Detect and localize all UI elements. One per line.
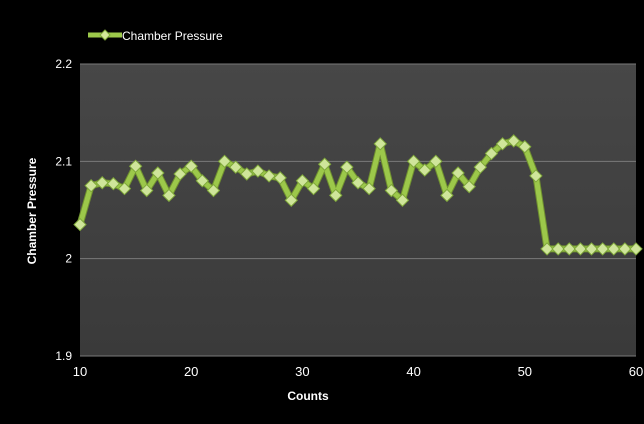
data-point-marker — [418, 163, 432, 177]
legend-label: Chamber Pressure — [122, 29, 223, 43]
data-point-marker — [195, 174, 210, 188]
data-point-marker — [529, 169, 543, 183]
data-point-marker — [518, 140, 532, 154]
plot-area — [80, 64, 636, 356]
data-point-marker — [395, 193, 410, 207]
data-point-marker — [317, 157, 332, 171]
grid-layer — [80, 63, 636, 357]
y-tick-label: 1.9 — [55, 349, 72, 363]
data-point-marker — [206, 183, 221, 198]
data-point-marker — [184, 159, 198, 173]
axis-layer: 1.9 2 2.1 2.2 10 20 30 40 50 60 — [55, 57, 643, 379]
x-tick-label: 60 — [629, 364, 643, 379]
data-point-marker — [217, 154, 232, 169]
data-point-marker — [228, 160, 243, 174]
data-point-marker — [440, 188, 454, 203]
data-point-marker — [406, 154, 421, 169]
x-tick-label: 20 — [184, 364, 198, 379]
data-point-marker — [429, 154, 443, 169]
y-tick-label: 2.2 — [55, 57, 72, 71]
data-point-marker — [128, 159, 143, 173]
data-point-marker — [140, 183, 154, 198]
x-axis-title: Counts — [287, 389, 329, 403]
data-point-marker — [117, 181, 132, 196]
y-axis-title: Chamber Pressure — [25, 157, 39, 264]
data-point-marker — [173, 167, 187, 181]
x-tick-label: 10 — [73, 364, 87, 379]
data-point-marker — [584, 242, 599, 256]
data-point-marker — [251, 164, 265, 178]
data-point-marker — [340, 160, 354, 174]
data-point-marker — [573, 242, 588, 256]
data-point-marker — [562, 242, 576, 256]
x-tick-label: 30 — [295, 364, 309, 379]
data-point-marker — [306, 181, 321, 196]
data-point-marker — [329, 188, 343, 203]
y-tick-label: 2 — [65, 252, 72, 266]
data-point-marker — [95, 176, 109, 190]
data-point-marker — [362, 181, 376, 196]
data-point-marker — [373, 137, 387, 151]
data-point-marker — [162, 188, 176, 203]
data-point-marker — [73, 217, 87, 232]
data-point-marker — [607, 242, 621, 256]
data-point-marker — [384, 183, 399, 198]
data-point-marker — [595, 242, 610, 256]
data-point-marker — [295, 174, 310, 188]
data-point-marker — [506, 134, 521, 148]
data-point-marker — [495, 137, 510, 151]
data-point-marker — [462, 179, 476, 194]
data-point-marker — [84, 178, 98, 193]
legend: Chamber Pressure — [88, 29, 223, 43]
x-tick-label: 50 — [518, 364, 532, 379]
data-point-marker — [473, 160, 488, 174]
x-tick-label: 40 — [406, 364, 420, 379]
data-point-marker — [540, 242, 554, 256]
data-point-marker — [451, 166, 465, 180]
series-layer — [73, 134, 643, 256]
data-point-marker — [618, 242, 632, 256]
y-tick-label: 2.1 — [55, 154, 72, 168]
data-point-marker — [351, 176, 365, 190]
data-point-marker — [240, 167, 254, 181]
data-point-marker — [151, 166, 165, 180]
data-point-marker — [106, 177, 121, 191]
data-point-marker — [484, 146, 499, 161]
data-point-marker — [262, 169, 276, 183]
data-point-marker — [284, 193, 298, 207]
data-point-marker — [629, 242, 643, 256]
legend-marker-icon — [99, 29, 111, 41]
data-point-marker — [551, 242, 565, 256]
data-point-marker — [273, 171, 287, 185]
